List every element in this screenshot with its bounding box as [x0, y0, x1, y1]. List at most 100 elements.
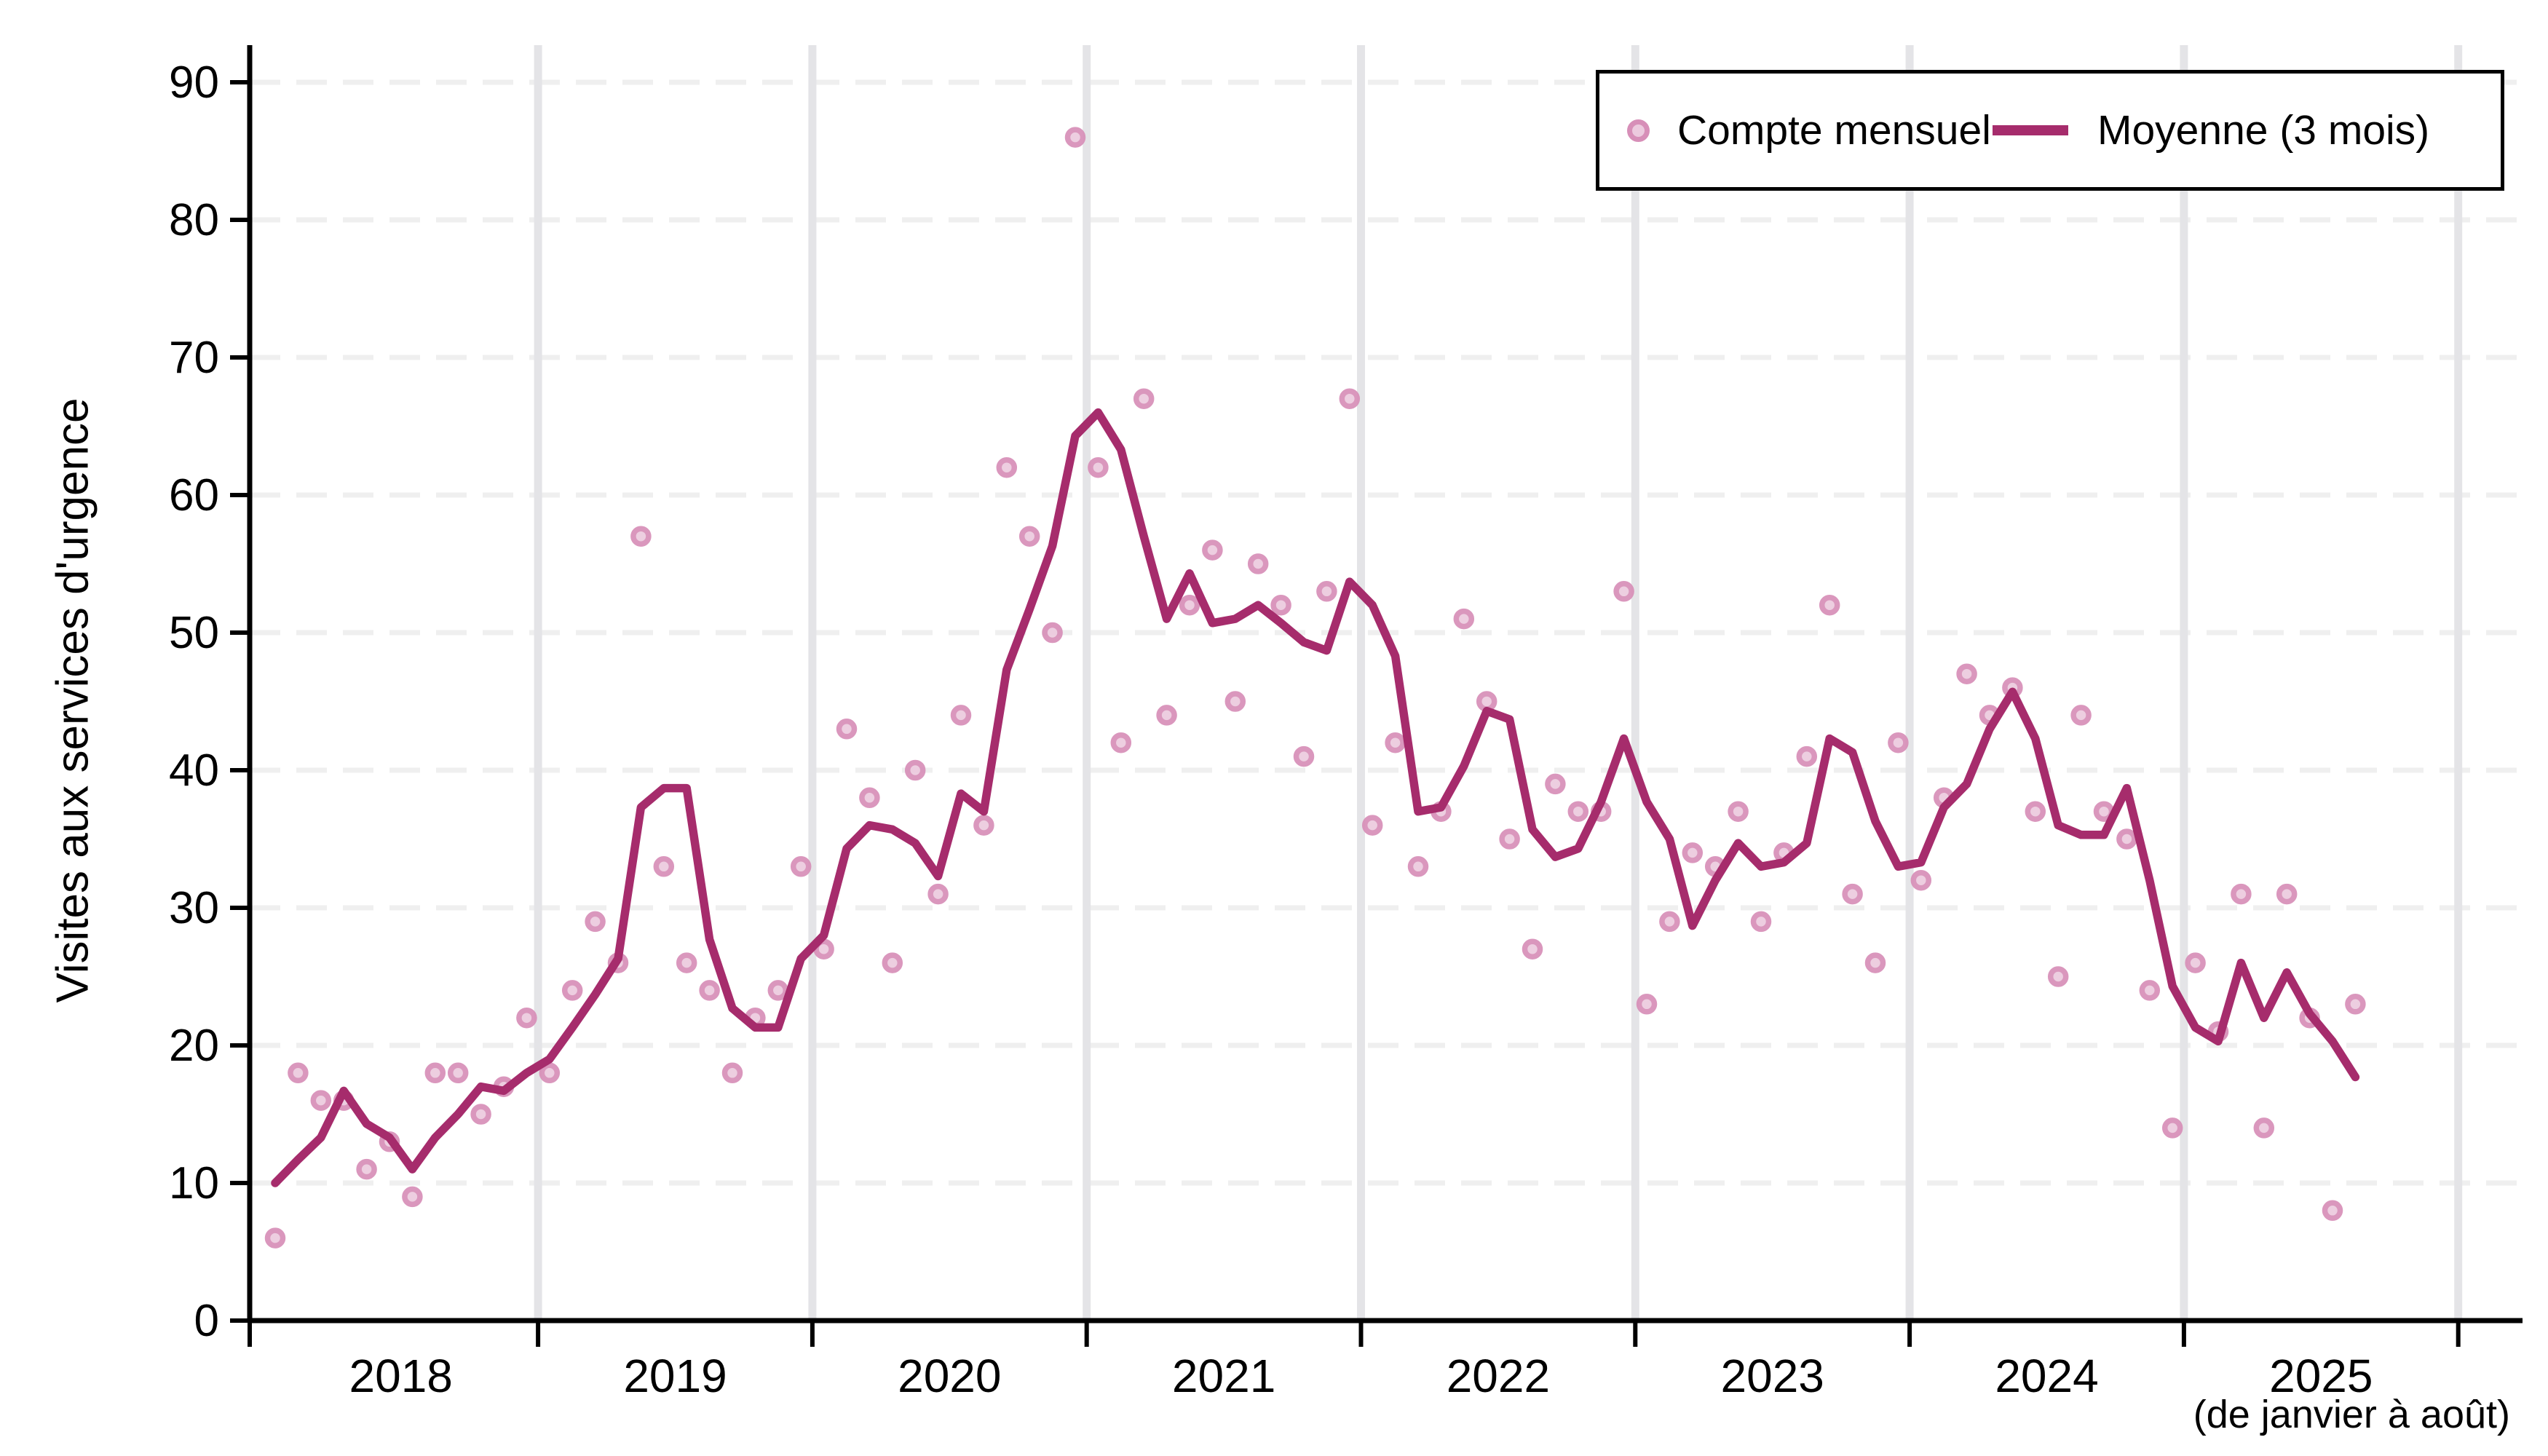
scatter-marker-icon: [1627, 119, 1650, 142]
data-point: [1133, 388, 1155, 409]
data-point: [836, 719, 858, 740]
ma-line: [271, 408, 2360, 1187]
y-tick-label: 60: [169, 470, 219, 521]
data-point: [2161, 1117, 2183, 1139]
data-point: [2139, 980, 2161, 1001]
x-year-label: 2024: [1995, 1350, 2098, 1402]
data-point: [1499, 828, 1520, 850]
line-swatch-icon: [1993, 125, 2068, 135]
y-tick-label: 20: [169, 1021, 219, 1071]
data-point: [1156, 705, 1177, 726]
legend-item-monthly: Compte mensuel: [1627, 74, 1991, 187]
data-point: [585, 911, 606, 933]
data-point: [1179, 594, 1200, 616]
data-point: [516, 1007, 537, 1029]
data-point: [1476, 691, 1497, 712]
x-year-label: 2020: [898, 1350, 1001, 1402]
y-tick-label: 0: [194, 1296, 219, 1346]
data-point: [2345, 994, 2366, 1015]
data-point: [561, 980, 583, 1001]
data-point: [1864, 952, 1886, 973]
data-point: [1796, 745, 1818, 767]
data-point: [1888, 732, 1909, 753]
data-point: [904, 759, 926, 781]
x-axis-note: (de janvier à août): [2193, 1393, 2510, 1436]
y-tick-label: 90: [169, 58, 219, 108]
legend-label-monthly: Compte mensuel: [1677, 107, 1991, 154]
data-point: [790, 856, 812, 877]
data-point: [1567, 801, 1589, 822]
x-year-label: 2023: [1721, 1350, 1824, 1402]
legend-label-ma: Moyenne (3 mois): [2097, 107, 2430, 154]
data-point: [1613, 581, 1634, 602]
data-point: [2322, 1200, 2343, 1222]
data-point: [1750, 911, 1772, 933]
data-point: [2231, 883, 2252, 905]
data-point: [1407, 856, 1429, 877]
data-point: [859, 787, 880, 809]
y-axis-title: Visites aux services d'urgence: [47, 397, 98, 1003]
data-point: [288, 1062, 309, 1084]
data-point: [699, 980, 720, 1001]
data-point: [882, 952, 903, 973]
data-point: [1247, 553, 1269, 574]
y-tick-label: 10: [169, 1158, 219, 1208]
data-point: [447, 1062, 469, 1084]
x-year-label: 2018: [349, 1350, 453, 1402]
data-point: [1522, 938, 1543, 960]
data-point: [676, 952, 697, 973]
data-point: [539, 1062, 561, 1084]
data-point: [2276, 883, 2298, 905]
legend-item-ma: Moyenne (3 mois): [1993, 74, 2429, 187]
data-point: [1202, 539, 1223, 561]
data-point: [1088, 456, 1109, 478]
data-point: [1018, 526, 1040, 547]
data-point: [721, 1062, 743, 1084]
data-point: [424, 1062, 446, 1084]
data-point: [2116, 828, 2137, 850]
data-point: [356, 1158, 377, 1180]
data-point: [1545, 773, 1566, 795]
y-tick-label: 80: [169, 195, 219, 245]
data-point: [1064, 127, 1086, 148]
data-point: [1453, 608, 1475, 630]
data-point: [1110, 732, 1132, 753]
data-point: [996, 456, 1018, 478]
data-point: [310, 1090, 332, 1111]
data-point: [1293, 745, 1315, 767]
data-point: [470, 1104, 491, 1125]
y-tick-label: 70: [169, 333, 219, 383]
data-point: [2047, 966, 2069, 987]
data-point: [1956, 663, 1977, 684]
data-point: [1270, 594, 1291, 616]
x-year-label: 2019: [623, 1350, 727, 1402]
y-tick-label: 30: [169, 883, 219, 933]
data-point: [1224, 691, 1246, 712]
data-point: [767, 980, 789, 1001]
data-point: [2025, 801, 2046, 822]
data-point: [630, 526, 652, 547]
y-tick-label: 50: [169, 608, 219, 658]
x-year-label: 2022: [1447, 1350, 1550, 1402]
data-point: [1910, 869, 1932, 891]
x-year-label: 2025: [2269, 1350, 2373, 1402]
data-point: [1339, 388, 1361, 409]
y-tick-label: 40: [169, 745, 219, 796]
data-point: [973, 815, 994, 836]
data-point: [1385, 732, 1406, 753]
data-point: [653, 856, 675, 877]
data-point: [1728, 801, 1749, 822]
data-point: [1842, 883, 1863, 905]
data-point: [1636, 994, 1658, 1015]
data-point: [950, 705, 972, 726]
data-point: [1042, 622, 1063, 644]
x-year-label: 2021: [1172, 1350, 1275, 1402]
data-point: [2185, 952, 2206, 973]
data-point: [1682, 842, 1704, 863]
data-point: [1361, 815, 1383, 836]
data-point: [2253, 1117, 2275, 1139]
legend-box: Compte mensuel Moyenne (3 mois): [1596, 70, 2504, 191]
data-point: [1316, 581, 1337, 602]
